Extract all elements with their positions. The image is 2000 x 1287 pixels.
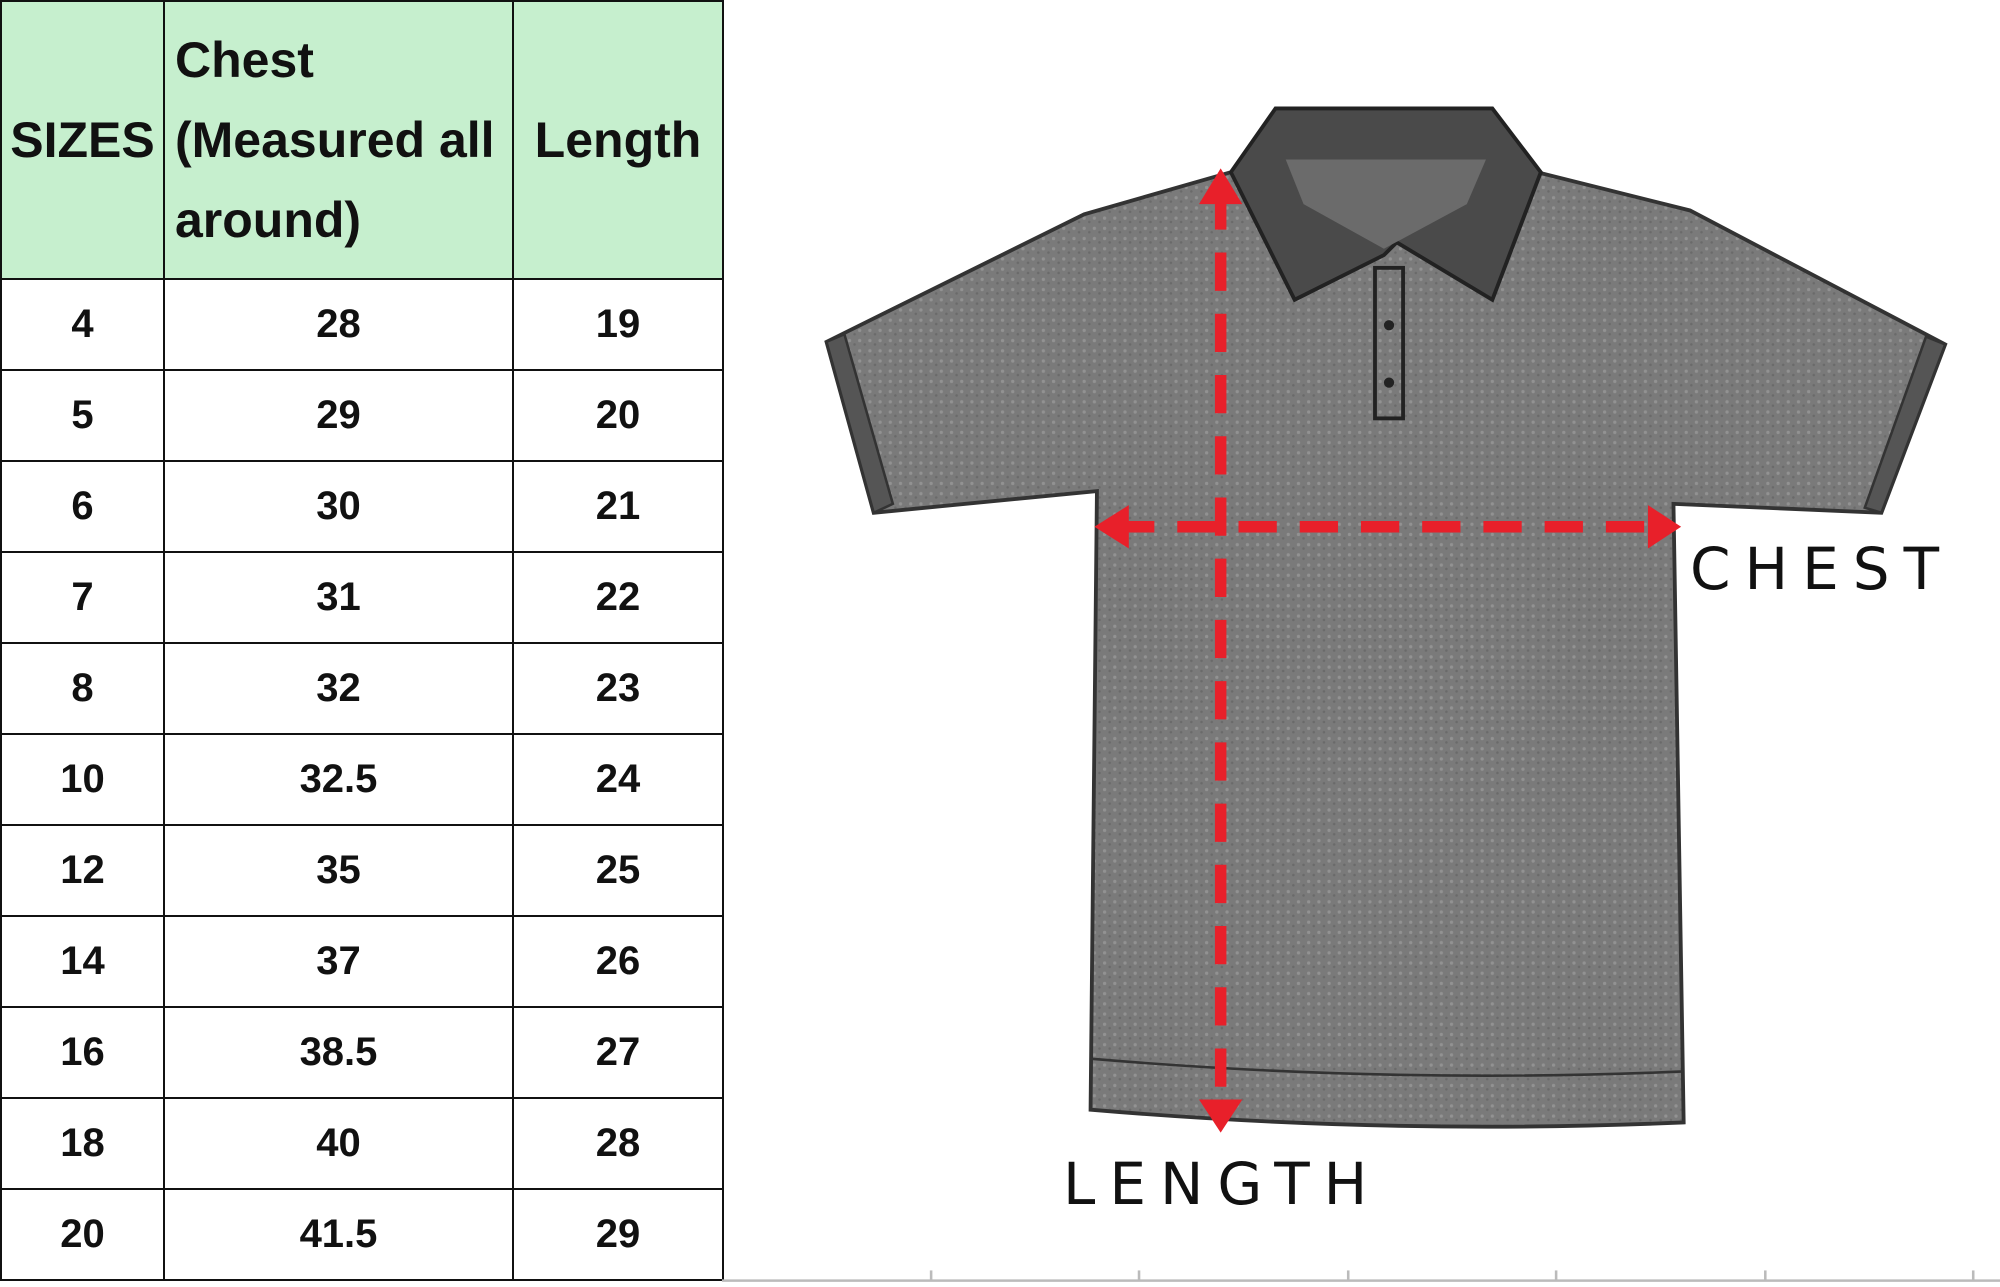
chest-cell: 38.5 [163, 1006, 514, 1099]
bottom-gridline [721, 1270, 2000, 1282]
length-cell: 23 [512, 642, 724, 735]
size-cell: 10 [0, 733, 165, 826]
chest-label: CHEST [1690, 535, 1954, 603]
length-label: LENGTH [1063, 1150, 1382, 1218]
header-length: Length [512, 0, 724, 280]
chest-cell: 32 [163, 642, 514, 735]
length-cell: 24 [512, 733, 724, 826]
size-cell: 20 [0, 1188, 165, 1281]
table-row: 18 40 28 [0, 1097, 724, 1190]
size-cell: 7 [0, 551, 165, 644]
size-cell: 12 [0, 824, 165, 917]
chest-arrow [1094, 505, 1682, 549]
chest-cell: 41.5 [163, 1188, 514, 1281]
length-cell: 26 [512, 915, 724, 1008]
size-cell: 8 [0, 642, 165, 735]
length-arrow [1198, 168, 1243, 1133]
table-row: 10 32.5 24 [0, 733, 724, 826]
chest-cell: 35 [163, 824, 514, 917]
length-cell: 20 [512, 369, 724, 462]
table-row: 7 31 22 [0, 551, 724, 644]
chest-cell: 30 [163, 460, 514, 553]
table-row: 20 41.5 29 [0, 1188, 724, 1281]
chest-cell: 29 [163, 369, 514, 462]
table-row: 16 38.5 27 [0, 1006, 724, 1099]
size-cell: 16 [0, 1006, 165, 1099]
table-row: 4 28 19 [0, 278, 724, 371]
length-cell: 27 [512, 1006, 724, 1099]
shirt-body [824, 170, 1948, 1129]
length-cell: 25 [512, 824, 724, 917]
table-row: 5 29 20 [0, 369, 724, 462]
chest-cell: 32.5 [163, 733, 514, 826]
chest-cell: 31 [163, 551, 514, 644]
size-cell: 4 [0, 278, 165, 371]
size-cell: 18 [0, 1097, 165, 1190]
length-cell: 21 [512, 460, 724, 553]
chest-cell: 28 [163, 278, 514, 371]
length-cell: 28 [512, 1097, 724, 1190]
length-cell: 22 [512, 551, 724, 644]
chest-cell: 40 [163, 1097, 514, 1190]
size-cell: 6 [0, 460, 165, 553]
header-chest: Chest (Measured all around) [163, 0, 514, 280]
table-row: 6 30 21 [0, 460, 724, 553]
length-cell: 29 [512, 1188, 724, 1281]
size-cell: 5 [0, 369, 165, 462]
length-cell: 19 [512, 278, 724, 371]
table-row: 8 32 23 [0, 642, 724, 735]
size-chart-table: SIZES Chest (Measured all around) Length… [0, 0, 724, 1281]
size-cell: 14 [0, 915, 165, 1008]
chest-cell: 37 [163, 915, 514, 1008]
table-row: 14 37 26 [0, 915, 724, 1008]
header-sizes: SIZES [0, 0, 165, 280]
table-row: 12 35 25 [0, 824, 724, 917]
